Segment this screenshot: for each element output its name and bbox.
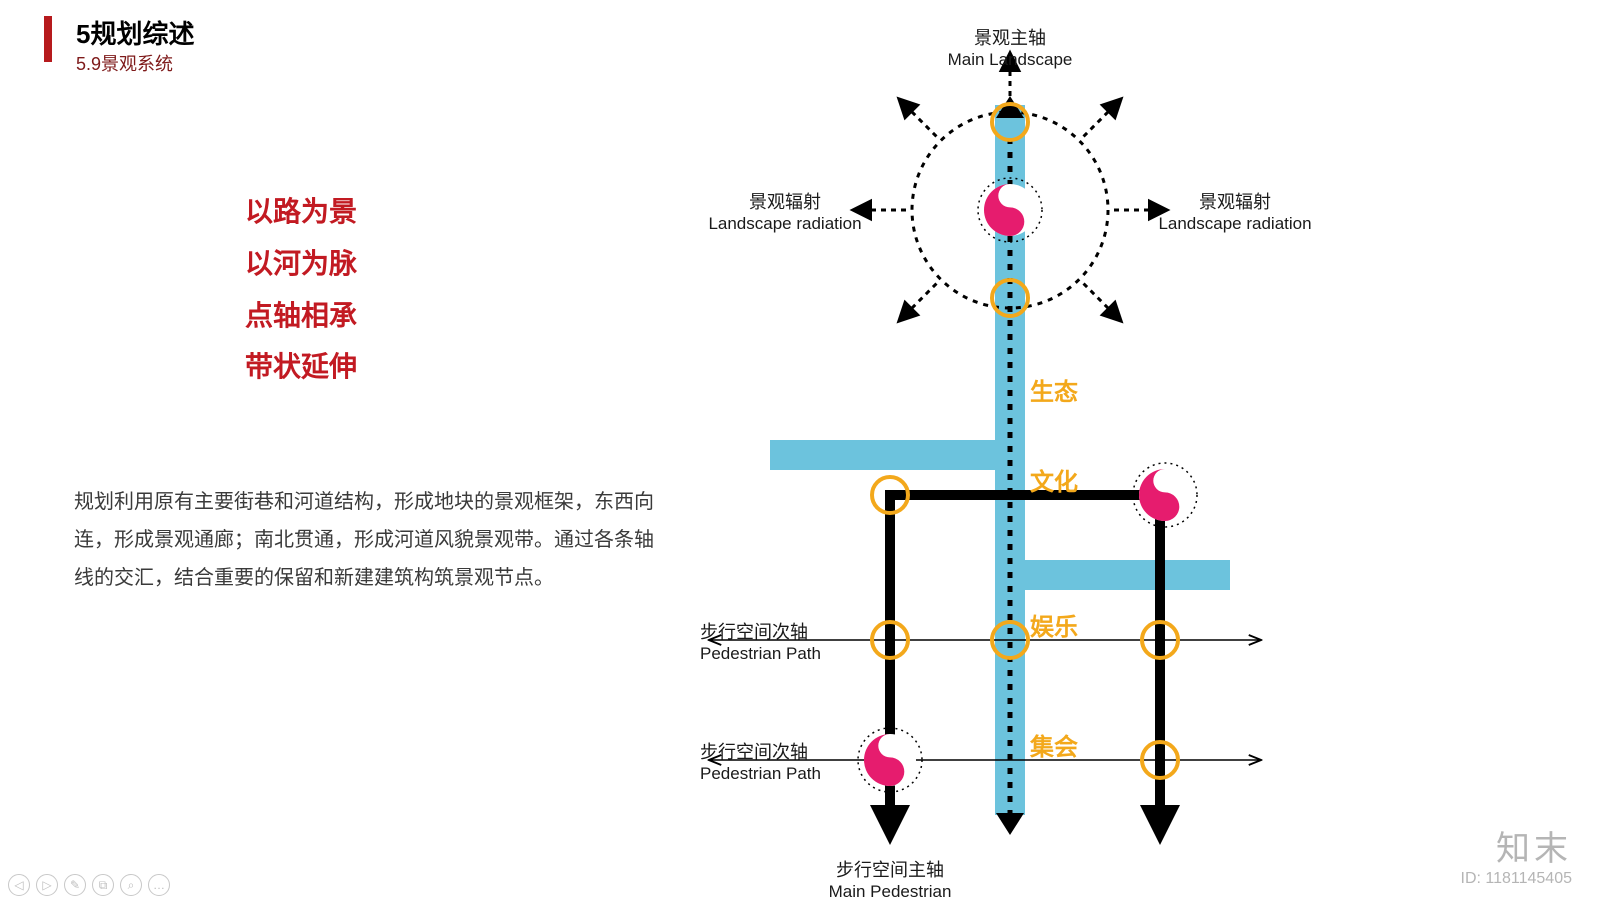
axis-label: 景观主轴 Main Landscape — [948, 28, 1073, 69]
radiation-arrow — [900, 100, 937, 137]
description-paragraph: 规划利用原有主要街巷和河道结构，形成地块的景观框架，东西向连，形成景观通廊；南北… — [74, 483, 664, 597]
svg-text:景观辐射: 景观辐射 — [1199, 192, 1271, 212]
keyword-line: 以路为景 — [245, 186, 357, 238]
category-label: 集会 — [1029, 733, 1078, 761]
svg-text:步行空间次轴: 步行空间次轴 — [700, 742, 808, 762]
svg-text:Landscape radiation: Landscape radiation — [1158, 214, 1311, 233]
svg-text:Pedestrian Path: Pedestrian Path — [700, 644, 821, 663]
section-subtitle: 5.9景观系统 — [76, 50, 173, 76]
keyword-line: 带状延伸 — [245, 341, 357, 393]
svg-text:景观辐射: 景观辐射 — [749, 192, 821, 212]
watermark-brand: 知末 — [1461, 821, 1573, 870]
keyword-line: 以河为脉 — [245, 238, 357, 290]
svg-text:步行空间主轴: 步行空间主轴 — [836, 860, 944, 880]
svg-text:景观主轴: 景观主轴 — [974, 28, 1046, 48]
watermark: 知末 ID: 1181145405 — [1461, 821, 1573, 888]
focal-node — [1133, 463, 1197, 527]
axis-arrowhead-bottom — [996, 813, 1024, 835]
focal-node — [858, 728, 922, 792]
svg-text:步行空间次轴: 步行空间次轴 — [700, 622, 808, 642]
nav-icon[interactable]: ✎ — [64, 874, 86, 896]
section-title: 5规划综述 — [76, 14, 194, 51]
radiation-arrow — [900, 284, 937, 321]
axis-label: 景观辐射 Landscape radiation — [1158, 192, 1311, 233]
nav-icon[interactable]: ⧉ — [92, 874, 114, 896]
nav-icon[interactable]: ⌕ — [120, 874, 142, 896]
watermark-id: ID: 1181145405 — [1461, 870, 1573, 888]
category-label: 生态 — [1030, 378, 1078, 406]
focal-node — [978, 178, 1042, 242]
axis-label: 步行空间主轴 Main Pedestrian — [829, 860, 952, 900]
svg-text:Main Pedestrian: Main Pedestrian — [829, 882, 952, 900]
category-label: 文化 — [1030, 468, 1078, 496]
river-bar — [1010, 560, 1230, 590]
radiation-arrow — [1084, 100, 1121, 137]
radiation-arrow — [1084, 284, 1121, 321]
nav-icon[interactable]: ◁ — [8, 874, 30, 896]
category-label: 娱乐 — [1030, 614, 1078, 641]
keyword-line: 点轴相承 — [245, 290, 357, 342]
keyword-list: 以路为景以河为脉点轴相承带状延伸 — [245, 186, 357, 393]
nav-icon[interactable]: … — [148, 874, 170, 896]
svg-text:Pedestrian Path: Pedestrian Path — [700, 764, 821, 783]
axis-label: 景观辐射 Landscape radiation — [708, 192, 861, 233]
nav-icon[interactable]: ▷ — [36, 874, 58, 896]
axis-label: 步行空间次轴 Pedestrian Path — [700, 742, 821, 783]
svg-text:Main Landscape: Main Landscape — [948, 50, 1073, 69]
header-accent-bar — [44, 16, 52, 62]
river-bar — [770, 440, 1010, 470]
axis-label: 步行空间次轴 Pedestrian Path — [700, 622, 821, 663]
landscape-system-diagram: 生态文化娱乐集会 景观主轴 Main Landscape 景观辐射 Landscape … — [600, 10, 1600, 900]
svg-text:Landscape radiation: Landscape radiation — [708, 214, 861, 233]
slideshow-nav: ◁ ▷ ✎ ⧉ ⌕ … — [8, 874, 170, 896]
